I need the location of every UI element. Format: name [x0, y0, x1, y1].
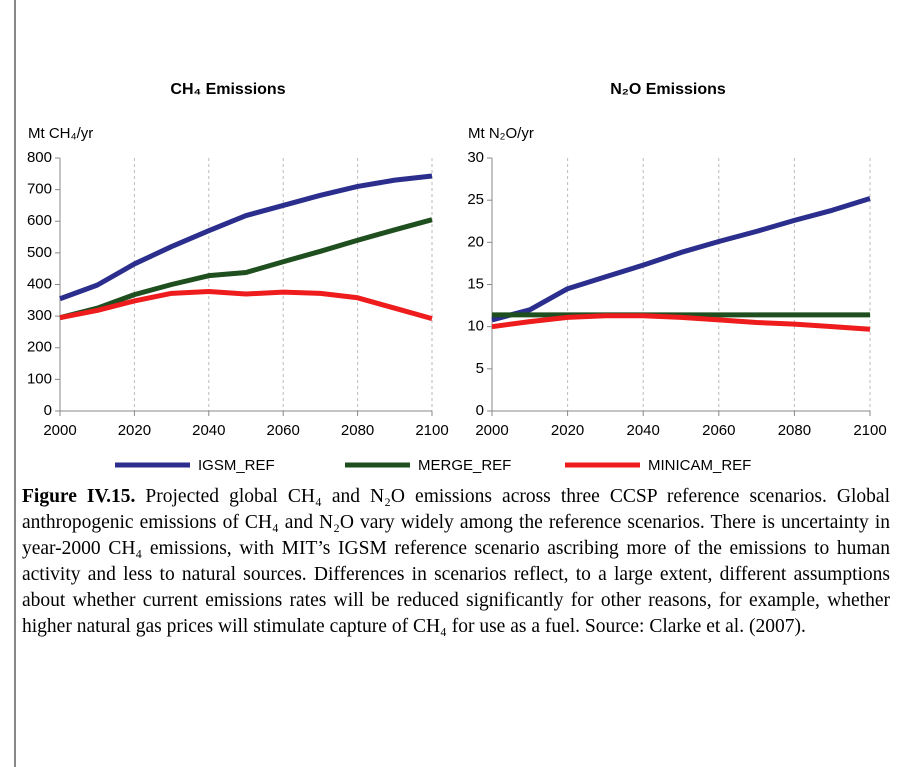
- series-line: [59, 288, 433, 322]
- x-tick-label: 2040: [192, 422, 225, 439]
- y-tick-label: 0: [476, 402, 484, 419]
- y-tick-label: 30: [467, 149, 484, 166]
- series-line: [491, 313, 871, 332]
- y-axis-label: Mt CH₄/yr: [28, 125, 93, 142]
- y-tick-label: 400: [27, 275, 52, 292]
- series-line: [491, 196, 871, 323]
- caption: Figure IV.15. Projected global CH₄ and N…: [22, 484, 890, 640]
- y-tick-label: 300: [27, 307, 52, 324]
- x-tick-label: 2040: [627, 422, 660, 439]
- x-tick-label: 2100: [853, 422, 886, 439]
- x-tick-label: 2060: [267, 422, 300, 439]
- x-tick-label: 2000: [43, 422, 76, 439]
- chart-title: CH₄ Emissions: [170, 81, 285, 98]
- y-tick-label: 15: [467, 275, 484, 292]
- y-tick-label: 5: [476, 360, 484, 377]
- legend-label: MERGE_REF: [418, 457, 511, 474]
- y-tick-label: 500: [27, 244, 52, 261]
- series-line: [59, 217, 433, 321]
- legend-label: MINICAM_REF: [648, 457, 751, 474]
- series-line: [59, 173, 433, 302]
- y-tick-label: 20: [467, 233, 484, 250]
- x-tick-label: 2080: [778, 422, 811, 439]
- y-tick-label: 100: [27, 370, 52, 387]
- y-tick-label: 800: [27, 149, 52, 166]
- x-tick-label: 2100: [415, 422, 448, 439]
- y-tick-label: 700: [27, 181, 52, 198]
- x-tick-label: 2000: [475, 422, 508, 439]
- x-tick-label: 2020: [118, 422, 151, 439]
- caption-label: Figure IV.15.: [22, 486, 136, 507]
- caption-text: Projected global CH₄ and N₂O emissions a…: [22, 486, 890, 637]
- x-tick-label: 2080: [341, 422, 374, 439]
- y-tick-label: 0: [44, 402, 52, 419]
- legend-label: IGSM_REF: [198, 457, 275, 474]
- y-tick-label: 600: [27, 212, 52, 229]
- y-axis-label: Mt N₂O/yr: [468, 125, 534, 142]
- y-tick-label: 10: [467, 318, 484, 335]
- chart-title: N₂O Emissions: [610, 81, 726, 98]
- x-tick-label: 2060: [702, 422, 735, 439]
- y-tick-label: 200: [27, 339, 52, 356]
- y-tick-label: 25: [467, 191, 484, 208]
- x-tick-label: 2020: [551, 422, 584, 439]
